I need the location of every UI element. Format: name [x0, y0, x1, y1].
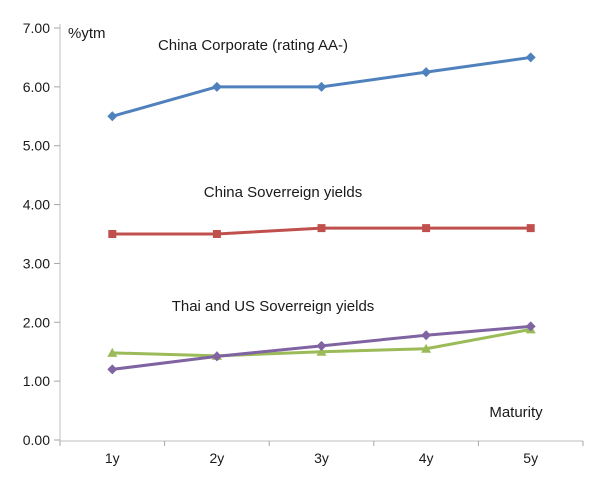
y-axis-tick-label: 0.00	[23, 432, 50, 448]
y-axis-tick-label: 7.00	[23, 20, 50, 36]
annotation-label-china-corporate: China Corporate (rating AA-)	[158, 37, 348, 54]
series-marker-china-corporate	[107, 111, 118, 122]
series-marker-thai-us-sovereign-purple	[525, 321, 536, 332]
series-marker-thai-us-sovereign-green	[107, 347, 118, 357]
y-axis-tick-label: 1.00	[23, 373, 50, 389]
series-marker-thai-us-sovereign-purple	[421, 330, 432, 341]
series-marker-thai-us-sovereign-purple	[211, 351, 222, 362]
series-marker-china-sovereign	[422, 224, 431, 233]
y-axis-tick-label: 6.00	[23, 79, 50, 95]
series-marker-china-sovereign	[317, 224, 326, 233]
y-axis-tick-label: 3.00	[23, 255, 50, 271]
annotation-label-thai-us: Thai and US Soverreign yields	[172, 298, 375, 315]
series-marker-china-sovereign	[108, 230, 117, 238]
y-axis-tick-label: 2.00	[23, 314, 50, 330]
series-marker-china-sovereign	[212, 230, 221, 238]
series-marker-china-corporate	[421, 67, 432, 78]
x-axis-tick-label: 3y	[314, 450, 329, 466]
series-marker-thai-us-sovereign-green	[316, 346, 327, 356]
y-axis-tick-label: 5.00	[23, 138, 50, 154]
x-axis-tick-label: 2y	[210, 450, 225, 466]
x-axis-tick-label: 4y	[419, 450, 434, 466]
annotation-label-ytm: %ytm	[68, 25, 106, 42]
series-marker-china-corporate	[525, 52, 536, 63]
annotation-label-china-sovereign: China Soverreign yields	[204, 184, 362, 201]
series-marker-china-corporate	[316, 81, 327, 92]
series-marker-china-corporate	[211, 81, 222, 92]
series-marker-thai-us-sovereign-purple	[316, 340, 327, 351]
x-axis-tick-label: 1y	[105, 450, 120, 466]
series-marker-china-sovereign	[526, 224, 535, 233]
series-marker-thai-us-sovereign-green	[421, 343, 432, 353]
y-axis-tick-label: 4.00	[23, 197, 50, 213]
series-marker-thai-us-sovereign-purple	[107, 364, 118, 375]
annotation-label-maturity: Maturity	[489, 404, 543, 421]
x-axis-tick-label: 5y	[523, 450, 538, 466]
